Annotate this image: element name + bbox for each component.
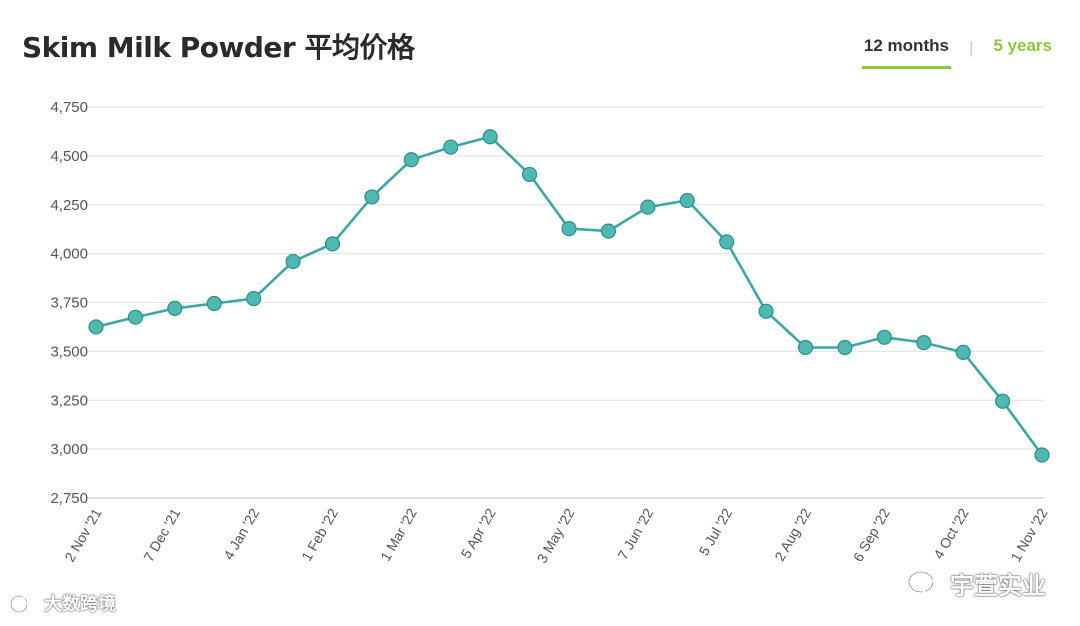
y-tick-label: 3,000 [50,441,88,458]
data-point[interactable] [719,234,735,250]
y-tick-label: 3,500 [50,343,88,360]
y-tick-label: 4,000 [50,246,88,263]
wechat-logo-icon [907,570,943,597]
data-point[interactable] [679,192,695,209]
x-tick-label: 5 Apr '22 [457,505,498,561]
x-tick-label: 7 Dec '21 [140,505,183,564]
data-point[interactable] [324,236,341,252]
price-line [95,135,1044,456]
y-tick-label: 2,750 [50,490,88,507]
watermark-left-text: 大数跨境 [44,594,116,614]
grid-lines [86,106,1044,499]
data-point[interactable] [955,344,971,360]
data-point[interactable] [88,319,104,335]
data-point[interactable] [364,189,380,205]
data-point[interactable] [837,339,853,356]
y-tick-label: 3,250 [50,392,88,409]
y-tick-label: 4,250 [50,197,88,214]
data-point[interactable] [521,166,538,183]
watermark-right: 宇萱实业 [906,566,1046,601]
x-tick-label: 5 Jul '22 [696,505,736,558]
data-point[interactable] [994,393,1011,409]
data-point[interactable] [285,253,301,270]
y-tick-label: 4,500 [50,148,88,165]
range-tabs: 12 months | 5 years [861,36,1054,69]
y-tick-label: 4,750 [50,99,88,116]
watermark-right-text: 宇萱实业 [950,573,1046,600]
data-point[interactable] [167,300,183,316]
data-point[interactable] [916,334,932,351]
x-tick-label: 4 Oct '22 [930,505,972,561]
tab-separator: | [968,37,974,57]
data-point[interactable] [482,129,498,145]
chart-title: Skim Milk Powder 平均价格 [22,31,415,64]
x-tick-label: 3 May '22 [534,505,578,565]
data-point[interactable] [640,199,656,215]
x-tick-label: 1 Mar '22 [377,505,420,563]
x-tick-label: 4 Jan '22 [220,505,262,562]
data-point[interactable] [797,339,814,356]
series-line [95,135,1044,456]
x-tick-label: 1 Feb '22 [298,505,341,563]
y-tick-label: 3,750 [50,295,88,312]
y-axis-ticks: 2,750 3,000 3,250 3,500 3,750 4,000 4,250 4,500… [50,99,88,507]
data-point[interactable] [127,309,144,325]
data-point[interactable] [876,329,892,345]
x-tick-label: 2 Nov '21 [61,505,104,564]
x-tick-label: 1 Nov '22 [1007,505,1050,564]
data-point[interactable] [443,139,459,155]
tab-12-months[interactable]: 12 months [861,36,951,69]
data-point[interactable] [206,295,222,312]
data-point[interactable] [1034,447,1050,463]
watermark-left: 大数跨境 [8,590,116,616]
x-tick-label: 6 Sep '22 [850,505,893,564]
data-point[interactable] [403,152,419,168]
data-point[interactable] [600,223,617,239]
x-tick-label: 2 Aug '22 [771,505,814,563]
x-tick-label: 7 Jun '22 [614,505,656,562]
data-point[interactable] [758,303,774,319]
data-point[interactable] [246,290,262,307]
weibo-logo-icon [9,592,37,614]
x-axis-ticks: 2 Nov '21 7 Dec '21 4 Jan '22 1 Feb '22 1 Ma… [61,505,1050,565]
data-point[interactable] [561,221,577,237]
series-points [88,129,1050,463]
tab-5-years[interactable]: 5 years [993,36,1052,55]
